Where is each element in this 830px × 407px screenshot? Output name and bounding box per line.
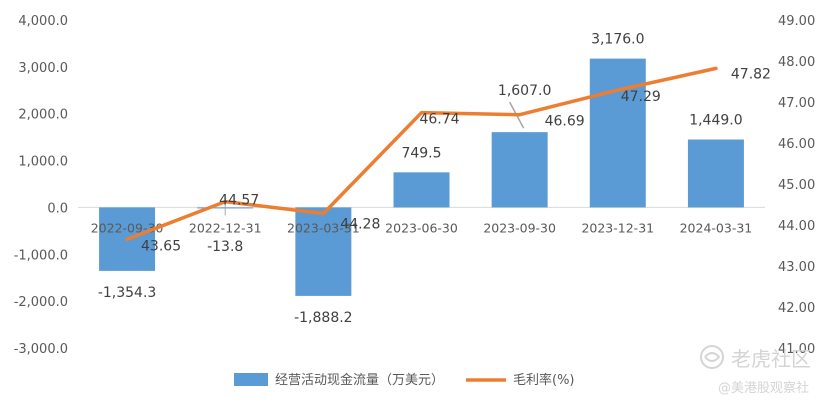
left-axis-tick-label: 0.0 xyxy=(47,201,68,216)
legend-bar-label: 经营活动现金流量（万美元） xyxy=(275,372,444,388)
right-axis-tick-label: 46.00 xyxy=(778,137,815,152)
right-axis-tick-label: 47.00 xyxy=(778,96,815,111)
line-series xyxy=(125,66,718,242)
x-axis-category-label: 2023-12-31 xyxy=(581,220,654,235)
bar xyxy=(589,58,646,208)
line-data-label: 44.57 xyxy=(219,193,259,209)
right-y-axis: 49.00 48.00 47.00 46.00 45.00 44.00 43.00 42.00… xyxy=(778,14,815,357)
bar-data-label: -13.8 xyxy=(207,239,243,255)
x-axis-category-label: 2023-03-31 xyxy=(287,220,360,235)
bar-series xyxy=(99,58,744,296)
left-y-axis: 4,000.0 3,000.0 2,000.0 1,000.0 0.0 -1,000.0 -… xyxy=(14,14,68,357)
bar-data-label: -1,354.3 xyxy=(98,285,157,301)
right-axis-tick-label: 42.00 xyxy=(778,301,815,316)
line-point xyxy=(223,200,227,204)
bar-data-label: 1,449.0 xyxy=(689,113,742,129)
right-axis-tick-label: 48.00 xyxy=(778,55,815,70)
right-axis-tick-label: 45.00 xyxy=(778,178,815,193)
left-axis-tick-label: 2,000.0 xyxy=(18,108,68,123)
line-data-label: 44.28 xyxy=(340,217,380,233)
line-data-labels: 43.65 44.57 44.28 46.74 46.69 47.29 47.82 xyxy=(141,66,771,254)
line-data-label: 47.82 xyxy=(731,66,771,82)
bar-data-label: 749.5 xyxy=(401,145,441,161)
left-axis-tick-label: 3,000.0 xyxy=(18,61,68,76)
bar xyxy=(393,172,450,208)
right-axis-tick-label: 44.00 xyxy=(778,219,815,234)
line-point xyxy=(125,237,129,241)
line-data-label: 47.29 xyxy=(621,89,661,105)
bar xyxy=(687,139,744,208)
bar xyxy=(295,207,352,296)
line-point xyxy=(616,88,620,92)
legend-line-label: 毛利率(%) xyxy=(513,372,575,388)
bar-data-label: 3,176.0 xyxy=(591,32,644,48)
x-axis-category-label: 2023-06-30 xyxy=(385,220,458,235)
left-axis-tick-label: 4,000.0 xyxy=(18,14,68,29)
x-axis-category-label: 2023-09-30 xyxy=(483,220,556,235)
watermark-sub-text: @美港股观察社 xyxy=(718,380,809,396)
line-point xyxy=(420,111,423,115)
x-axis-category-label: 2022-12-31 xyxy=(189,220,262,235)
bar-data-label: -1,888.2 xyxy=(294,310,353,326)
left-axis-tick-label: -3,000.0 xyxy=(14,342,68,357)
bar xyxy=(491,132,548,208)
left-axis-tick-label: 1,000.0 xyxy=(18,155,68,170)
line-data-label: 46.74 xyxy=(419,112,459,128)
watermark-main-text: 老虎社区 xyxy=(731,347,811,371)
legend: 经营活动现金流量（万美元） 毛利率(%) xyxy=(234,372,575,388)
line-point xyxy=(321,212,325,216)
right-axis-tick-label: 41.00 xyxy=(778,342,815,357)
watermark: 老虎社区 @美港股观察社 xyxy=(700,345,811,396)
right-axis-tick-label: 49.00 xyxy=(778,14,815,29)
tiger-logo-icon xyxy=(700,345,724,369)
right-axis-tick-label: 43.00 xyxy=(778,260,815,275)
left-axis-tick-label: -1,000.0 xyxy=(14,248,68,263)
bar-data-labels: -1,354.3 -13.8 -1,888.2 749.5 1,607.0 3,176.0… xyxy=(98,32,743,326)
x-axis-category-label: 2024-03-31 xyxy=(680,220,753,235)
line-point xyxy=(518,113,522,117)
left-axis-tick-label: -2,000.0 xyxy=(14,295,68,310)
line-data-label: 46.69 xyxy=(545,114,585,130)
x-axis-categories: 2022-09-30 2022-12-31 2023-03-31 2023-06-30… xyxy=(91,220,753,235)
line-point xyxy=(714,66,718,70)
bar-data-label: 1,607.0 xyxy=(498,83,551,99)
legend-bar-swatch xyxy=(234,373,268,386)
line-data-label: 43.65 xyxy=(141,238,181,254)
